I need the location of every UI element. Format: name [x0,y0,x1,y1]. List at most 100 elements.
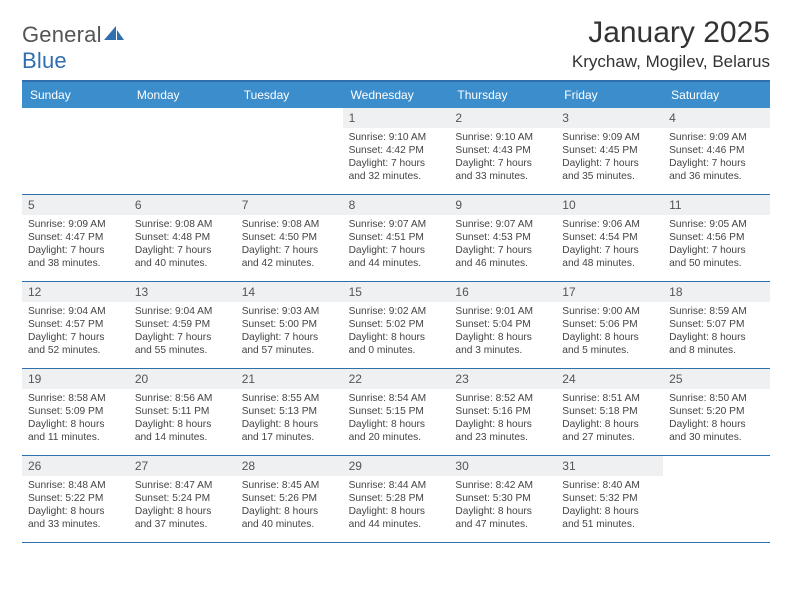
day-cell: 16Sunrise: 9:01 AMSunset: 5:04 PMDayligh… [449,282,556,368]
sunset-line: Sunset: 4:42 PM [349,144,444,157]
sunset-line: Sunset: 5:18 PM [562,405,657,418]
header: General Blue January 2025 Krychaw, Mogil… [22,16,770,74]
sunrise-line: Sunrise: 9:09 AM [669,131,764,144]
day-number: 15 [343,282,450,302]
sunrise-line: Sunrise: 9:07 AM [455,218,550,231]
sunset-line: Sunset: 4:47 PM [28,231,123,244]
sunrise-line: Sunrise: 8:54 AM [349,392,444,405]
day-number: 8 [343,195,450,215]
week-row: 19Sunrise: 8:58 AMSunset: 5:09 PMDayligh… [22,369,770,456]
day-number: 29 [343,456,450,476]
day-cell [129,108,236,194]
daylight-line: Daylight: 8 hours [562,418,657,431]
daylight-line: Daylight: 7 hours [455,157,550,170]
week-row: 26Sunrise: 8:48 AMSunset: 5:22 PMDayligh… [22,456,770,543]
sunrise-line: Sunrise: 9:05 AM [669,218,764,231]
day-cell [22,108,129,194]
daylight-line: and 33 minutes. [28,518,123,531]
month-title: January 2025 [572,16,770,50]
daylight-line: Daylight: 8 hours [349,505,444,518]
sunset-line: Sunset: 5:30 PM [455,492,550,505]
sunset-line: Sunset: 5:04 PM [455,318,550,331]
day-number: 4 [663,108,770,128]
sunset-line: Sunset: 4:48 PM [135,231,230,244]
day-number: 5 [22,195,129,215]
day-cell: 6Sunrise: 9:08 AMSunset: 4:48 PMDaylight… [129,195,236,281]
daylight-line: Daylight: 8 hours [455,505,550,518]
day-name: Monday [129,82,236,108]
day-cell: 3Sunrise: 9:09 AMSunset: 4:45 PMDaylight… [556,108,663,194]
daylight-line: Daylight: 8 hours [135,418,230,431]
daylight-line: and 52 minutes. [28,344,123,357]
day-number: 12 [22,282,129,302]
sunset-line: Sunset: 5:16 PM [455,405,550,418]
sunrise-line: Sunrise: 9:06 AM [562,218,657,231]
calendar: SundayMondayTuesdayWednesdayThursdayFrid… [22,80,770,543]
daylight-line: and 40 minutes. [135,257,230,270]
sunset-line: Sunset: 5:00 PM [242,318,337,331]
day-number: 22 [343,369,450,389]
day-cell: 18Sunrise: 8:59 AMSunset: 5:07 PMDayligh… [663,282,770,368]
sunrise-line: Sunrise: 9:09 AM [562,131,657,144]
sunset-line: Sunset: 5:24 PM [135,492,230,505]
sunrise-line: Sunrise: 8:40 AM [562,479,657,492]
daylight-line: and 44 minutes. [349,518,444,531]
day-number: 11 [663,195,770,215]
day-cell: 27Sunrise: 8:47 AMSunset: 5:24 PMDayligh… [129,456,236,542]
day-name: Tuesday [236,82,343,108]
sunrise-line: Sunrise: 9:08 AM [135,218,230,231]
day-cell: 31Sunrise: 8:40 AMSunset: 5:32 PMDayligh… [556,456,663,542]
day-number: 17 [556,282,663,302]
day-name: Saturday [663,82,770,108]
day-cell: 20Sunrise: 8:56 AMSunset: 5:11 PMDayligh… [129,369,236,455]
day-cell: 19Sunrise: 8:58 AMSunset: 5:09 PMDayligh… [22,369,129,455]
daylight-line: Daylight: 7 hours [28,244,123,257]
daylight-line: and 0 minutes. [349,344,444,357]
sunset-line: Sunset: 5:26 PM [242,492,337,505]
sunset-line: Sunset: 4:46 PM [669,144,764,157]
day-number: 2 [449,108,556,128]
daylight-line: Daylight: 8 hours [28,418,123,431]
sunset-line: Sunset: 4:57 PM [28,318,123,331]
day-number: 20 [129,369,236,389]
sunset-line: Sunset: 4:43 PM [455,144,550,157]
daylight-line: and 3 minutes. [455,344,550,357]
daylight-line: and 55 minutes. [135,344,230,357]
sunset-line: Sunset: 4:56 PM [669,231,764,244]
daylight-line: and 50 minutes. [669,257,764,270]
day-number: 19 [22,369,129,389]
daylight-line: Daylight: 7 hours [669,244,764,257]
daylight-line: and 37 minutes. [135,518,230,531]
day-cell: 14Sunrise: 9:03 AMSunset: 5:00 PMDayligh… [236,282,343,368]
daylight-line: and 48 minutes. [562,257,657,270]
daylight-line: and 40 minutes. [242,518,337,531]
day-number: 7 [236,195,343,215]
daylight-line: Daylight: 8 hours [562,331,657,344]
title-block: January 2025 Krychaw, Mogilev, Belarus [572,16,770,72]
day-name: Wednesday [343,82,450,108]
daylight-line: Daylight: 7 hours [28,331,123,344]
day-number: 18 [663,282,770,302]
sunrise-line: Sunrise: 9:04 AM [135,305,230,318]
day-number: 23 [449,369,556,389]
day-name: Sunday [22,82,129,108]
sunrise-line: Sunrise: 8:47 AM [135,479,230,492]
day-cell: 2Sunrise: 9:10 AMSunset: 4:43 PMDaylight… [449,108,556,194]
daylight-line: and 47 minutes. [455,518,550,531]
sunrise-line: Sunrise: 9:07 AM [349,218,444,231]
daylight-line: Daylight: 7 hours [242,244,337,257]
week-row: 1Sunrise: 9:10 AMSunset: 4:42 PMDaylight… [22,108,770,195]
daylight-line: Daylight: 8 hours [28,505,123,518]
daylight-line: Daylight: 8 hours [349,418,444,431]
day-number: 24 [556,369,663,389]
day-name: Friday [556,82,663,108]
sunset-line: Sunset: 5:32 PM [562,492,657,505]
day-number: 14 [236,282,343,302]
daylight-line: and 23 minutes. [455,431,550,444]
sunrise-line: Sunrise: 9:00 AM [562,305,657,318]
week-row: 5Sunrise: 9:09 AMSunset: 4:47 PMDaylight… [22,195,770,282]
sunset-line: Sunset: 5:22 PM [28,492,123,505]
day-cell: 4Sunrise: 9:09 AMSunset: 4:46 PMDaylight… [663,108,770,194]
daylight-line: and 27 minutes. [562,431,657,444]
daylight-line: and 33 minutes. [455,170,550,183]
